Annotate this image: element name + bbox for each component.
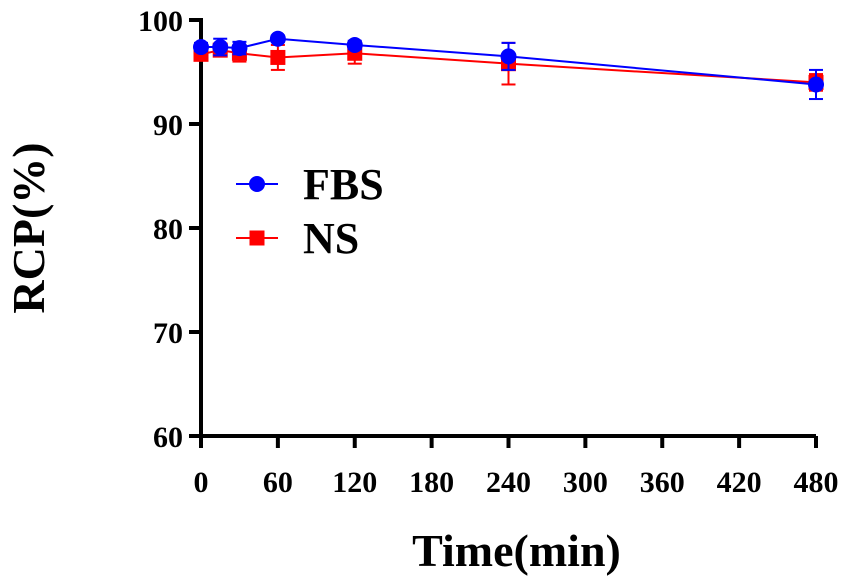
legend: FBS NS	[236, 160, 384, 263]
x-tick-label: 120	[332, 466, 377, 499]
data-point	[270, 49, 286, 65]
legend-item-ns: NS	[236, 214, 359, 263]
axes: 60 70 80 90 100 0 60 120 180 240 300 360 420 480	[138, 5, 839, 499]
data-point	[346, 36, 363, 53]
x-tick-label: 480	[794, 466, 839, 499]
y-axis-title: RCP(%)	[3, 142, 54, 313]
x-tick-label: 60	[263, 466, 293, 499]
y-tick-label: 100	[138, 5, 183, 38]
x-axis-title: Time(min)	[412, 525, 621, 576]
data-point	[500, 48, 517, 65]
data-point	[269, 30, 286, 47]
x-tick-label: 360	[640, 466, 685, 499]
y-tick-label: 80	[153, 213, 183, 246]
data-point	[212, 39, 229, 56]
y-tick-label: 60	[153, 421, 183, 454]
y-tick-label: 70	[153, 317, 183, 350]
x-tick-label: 0	[194, 466, 209, 499]
y-ticks: 60 70 80 90 100	[138, 5, 201, 454]
legend-item-fbs: FBS	[236, 160, 384, 209]
y-tick-label: 90	[153, 109, 183, 142]
legend-label: FBS	[303, 160, 384, 209]
plot-area	[193, 30, 824, 101]
legend-marker	[249, 230, 265, 246]
data-point	[231, 40, 248, 57]
data-point	[193, 39, 209, 56]
legend-marker	[249, 176, 265, 192]
x-ticks: 0 60 120 180 240 300 360 420 480	[194, 436, 839, 499]
data-point	[808, 76, 824, 93]
x-tick-label: 180	[409, 466, 454, 499]
x-tick-label: 300	[563, 466, 608, 499]
legend-label: NS	[303, 214, 359, 263]
x-tick-label: 240	[486, 466, 531, 499]
series-fbs	[193, 30, 824, 101]
x-tick-label: 420	[717, 466, 762, 499]
